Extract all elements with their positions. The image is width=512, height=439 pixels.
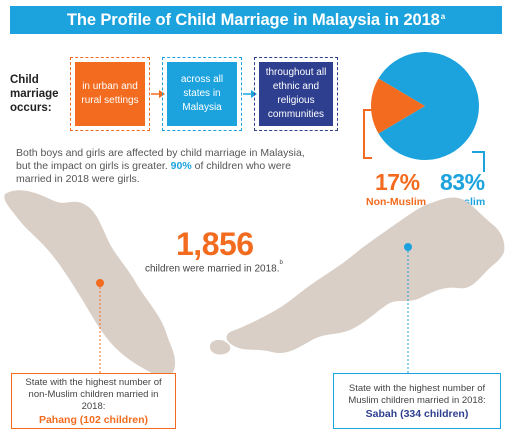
occurs-box-text: throughout all ethnic and religious comm… xyxy=(259,62,333,126)
callout-state-sabah: Sabah (334 children) xyxy=(365,407,469,420)
total-footnote-marker: b xyxy=(279,260,283,266)
sabah-pin-icon xyxy=(404,243,412,374)
title-text: The Profile of Child Marriage in Malaysi… xyxy=(66,10,440,29)
non-muslim-percent: 17% xyxy=(375,169,420,195)
occurs-box-text: in urban and rural settings xyxy=(75,62,145,126)
total-child-marriages: 1,856 xyxy=(176,226,254,262)
pie-slice-muslim xyxy=(378,51,479,160)
total-caption-text: children were married in 2018. xyxy=(145,263,280,275)
callout-muslim-state: State with the highest number of Muslim … xyxy=(333,373,501,429)
description-text: Both boys and girls are affected by chil… xyxy=(16,147,305,172)
girls-share-highlight: 90% xyxy=(170,160,192,172)
peninsular-malaysia-shape xyxy=(4,190,176,377)
muslim-percent: 83% xyxy=(440,169,485,195)
pie-slice-non-muslim xyxy=(371,78,425,134)
pahang-pin-icon xyxy=(96,279,104,374)
malaysia-map xyxy=(4,190,505,377)
callout-state-pahang: Pahang (102 children) xyxy=(38,413,149,426)
borneo-malaysia-shape xyxy=(226,197,505,354)
non-muslim-label: Non-Muslim xyxy=(366,196,427,208)
callout-non-muslim-state: State with the highest number of non-Mus… xyxy=(11,373,176,429)
pie-connector-lines xyxy=(363,109,485,172)
occurs-box-text: across all states in Malaysia xyxy=(167,62,237,126)
description-text-end: of children who were married in 2018 wer… xyxy=(16,160,291,185)
occurs-box-all-states: across all states in Malaysia xyxy=(162,57,242,131)
religion-pie-chart xyxy=(371,51,479,160)
borneo-tail-shape xyxy=(209,339,231,355)
occurs-label: Child marriage occurs: xyxy=(10,74,59,114)
title-footnote-marker: a xyxy=(440,11,446,21)
infographic-title: The Profile of Child Marriage in Malaysi… xyxy=(10,6,502,34)
girls-share-description: Both boys and girls are affected by chil… xyxy=(16,147,316,186)
total-caption: children were married in 2018.b xyxy=(145,260,283,275)
callout-text: State with the highest number of non-Mus… xyxy=(25,376,162,412)
occurs-box-urban-rural: in urban and rural settings xyxy=(70,57,150,131)
occurs-box-all-communities: throughout all ethnic and religious comm… xyxy=(254,57,338,131)
callout-text: State with the highest number of Muslim … xyxy=(348,382,486,406)
